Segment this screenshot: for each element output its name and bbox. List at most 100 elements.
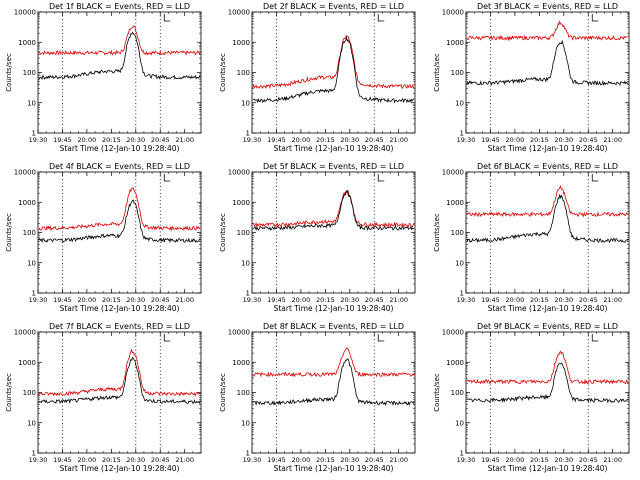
x-axis-label: Start Time (12-Jan-10 19:28:40) [60, 304, 180, 313]
x-axis-label: Start Time (12-Jan-10 19:28:40) [488, 144, 608, 153]
y-tick-label: 100 [451, 389, 464, 397]
y-tick-label: 1000 [446, 359, 464, 367]
x-tick-label: 20:15 [102, 296, 121, 304]
y-tick-label: 100 [237, 389, 250, 397]
y-tick-label: 1 [246, 290, 250, 298]
y-tick-label: 100 [451, 229, 464, 237]
x-tick-label: 20:15 [530, 136, 549, 144]
x-tick-label: 21:00 [389, 296, 408, 304]
y-axis-label: Counts/sec [5, 53, 13, 92]
y-tick-label: 10000 [14, 169, 36, 177]
x-tick-label: 20:45 [151, 296, 170, 304]
x-tick-label: 20:45 [365, 456, 384, 464]
lld-series-line [252, 189, 415, 228]
y-axis-label: Counts/sec [219, 213, 227, 252]
lld-series-line [38, 348, 201, 397]
events-series-line [466, 362, 629, 404]
y-tick-label: 1000 [232, 199, 250, 207]
detector-panel: Det 7f BLACK = Events, RED = LLD Counts/s… [5, 322, 202, 473]
y-tick-label: 10 [241, 419, 250, 427]
x-tick-label: 20:00 [506, 296, 525, 304]
x-tick-label: 19:30 [457, 136, 476, 144]
time-bracket-marker [591, 14, 599, 22]
y-axis-label: Counts/sec [219, 53, 227, 92]
y-tick-label: 1 [32, 130, 36, 138]
x-tick-label: 20:30 [126, 296, 145, 304]
x-tick-label: 20:15 [102, 136, 121, 144]
x-tick-label: 19:45 [53, 136, 72, 144]
detector-panel: Det 6f BLACK = Events, RED = LLD Counts/s… [433, 162, 630, 313]
x-axis-label: Start Time (12-Jan-10 19:28:40) [274, 144, 394, 153]
x-tick-label: 21:00 [389, 136, 408, 144]
x-axis-label: Start Time (12-Jan-10 19:28:40) [274, 304, 394, 313]
x-tick-label: 20:00 [292, 136, 311, 144]
x-tick-label: 19:45 [267, 456, 286, 464]
detector-panel: Det 8f BLACK = Events, RED = LLD Counts/s… [219, 322, 416, 473]
lld-series-line [466, 185, 629, 218]
x-tick-label: 20:00 [292, 456, 311, 464]
detector-panel: Det 4f BLACK = Events, RED = LLD Counts/s… [5, 162, 202, 313]
x-tick-label: 20:15 [530, 456, 549, 464]
y-tick-label: 1 [460, 290, 464, 298]
events-series-line [466, 39, 629, 87]
y-tick-label: 10 [27, 419, 36, 427]
x-tick-label: 19:45 [481, 136, 500, 144]
x-tick-label: 20:30 [340, 296, 359, 304]
detector-panel: Det 3f BLACK = Events, RED = LLD Counts/s… [433, 2, 630, 153]
x-axis-label: Start Time (12-Jan-10 19:28:40) [60, 144, 180, 153]
x-axis-label: Start Time (12-Jan-10 19:28:40) [274, 464, 394, 473]
detector-panel: Det 5f BLACK = Events, RED = LLD Counts/s… [219, 162, 416, 313]
y-tick-label: 10000 [14, 329, 36, 337]
events-series-line [252, 36, 415, 104]
y-axis-label: Counts/sec [433, 213, 441, 252]
y-tick-label: 100 [237, 69, 250, 77]
x-tick-label: 21:00 [175, 296, 194, 304]
panel-title: Det 9f BLACK = Events, RED = LLD [477, 322, 618, 331]
detector-panel: Det 9f BLACK = Events, RED = LLD Counts/s… [433, 322, 630, 473]
x-tick-label: 21:00 [389, 456, 408, 464]
plot-frame [465, 331, 630, 454]
x-tick-label: 20:30 [554, 456, 573, 464]
x-axis-label: Start Time (12-Jan-10 19:28:40) [488, 464, 608, 473]
panel-title: Det 3f BLACK = Events, RED = LLD [477, 2, 618, 11]
y-tick-label: 10 [27, 259, 36, 267]
x-tick-label: 20:45 [579, 456, 598, 464]
panel-title: Det 5f BLACK = Events, RED = LLD [263, 162, 404, 171]
plot-frame [251, 11, 416, 134]
y-tick-label: 1000 [18, 359, 36, 367]
time-bracket-marker [377, 174, 385, 182]
x-tick-label: 20:15 [316, 296, 335, 304]
x-tick-label: 20:30 [126, 456, 145, 464]
events-series-line [38, 31, 201, 80]
panel-title: Det 2f BLACK = Events, RED = LLD [263, 2, 404, 11]
x-tick-label: 19:30 [29, 136, 48, 144]
y-tick-label: 10000 [228, 169, 250, 177]
time-bracket-marker [163, 334, 171, 342]
x-tick-label: 19:45 [53, 456, 72, 464]
x-tick-label: 20:30 [340, 136, 359, 144]
x-tick-label: 20:45 [365, 296, 384, 304]
x-tick-label: 19:30 [29, 456, 48, 464]
y-tick-label: 10 [241, 99, 250, 107]
x-tick-label: 21:00 [603, 296, 622, 304]
lld-series-line [466, 20, 629, 42]
x-tick-label: 20:30 [554, 136, 573, 144]
lld-series-line [252, 347, 415, 378]
y-tick-label: 1 [460, 450, 464, 458]
events-series-line [252, 190, 415, 232]
events-series-line [466, 193, 629, 244]
x-tick-label: 20:15 [102, 456, 121, 464]
detector-panel: Det 1f BLACK = Events, RED = LLD Counts/s… [5, 2, 202, 153]
plot-frame [37, 171, 202, 294]
x-tick-label: 20:30 [554, 296, 573, 304]
y-tick-label: 1 [32, 290, 36, 298]
x-tick-label: 20:00 [506, 136, 525, 144]
x-tick-label: 19:45 [481, 296, 500, 304]
x-tick-label: 19:30 [243, 136, 262, 144]
events-series-line [252, 358, 415, 407]
x-tick-label: 19:45 [53, 296, 72, 304]
panel-title: Det 6f BLACK = Events, RED = LLD [477, 162, 618, 171]
detector-panel: Det 2f BLACK = Events, RED = LLD Counts/s… [219, 2, 416, 153]
time-bracket-marker [591, 334, 599, 342]
y-tick-label: 10000 [442, 169, 464, 177]
